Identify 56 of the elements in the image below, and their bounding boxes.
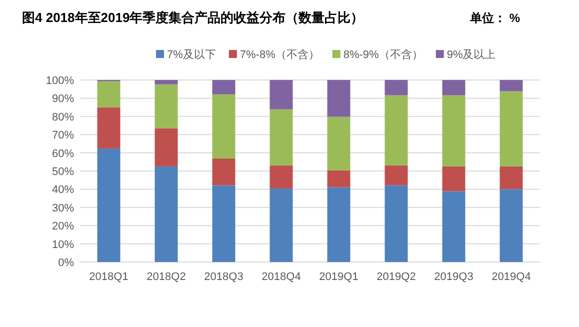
legend-label: 7%及以下 [167, 48, 216, 61]
bar [500, 189, 523, 262]
x-tick-label: 2019Q2 [376, 271, 416, 283]
bar [384, 166, 408, 186]
bar [442, 191, 466, 262]
y-tick-label: 20% [52, 220, 74, 233]
y-tick-label: 100% [46, 75, 74, 87]
bar [442, 166, 466, 192]
bar [442, 80, 466, 96]
bar [327, 80, 350, 117]
legend-label: 8%-9%（不含） [343, 48, 423, 61]
legend-label: 9%及以上 [446, 48, 496, 61]
bar [500, 91, 523, 166]
bar [154, 166, 178, 262]
y-tick-label: 60% [52, 148, 74, 160]
x-tick-label: 2019Q4 [492, 271, 531, 283]
bar [97, 107, 120, 148]
y-tick-label: 0% [58, 257, 74, 269]
bar [442, 95, 466, 166]
bar [384, 95, 408, 166]
y-tick-label: 40% [52, 184, 74, 196]
y-tick-label: 10% [52, 238, 74, 251]
bar [270, 166, 293, 188]
x-tick-label: 2018Q1 [89, 271, 128, 283]
y-tick-label: 80% [52, 111, 74, 124]
bar [500, 80, 523, 92]
x-tick-label: 2018Q2 [146, 271, 186, 283]
bar [270, 188, 293, 262]
text: 单位： % [468, 11, 520, 25]
bar [154, 84, 178, 128]
y-tick-label: 50% [52, 166, 74, 178]
bar [327, 116, 350, 170]
legend-label: 7%-8%（不含） [240, 48, 320, 61]
bar [212, 80, 236, 94]
bar [327, 170, 350, 188]
bar [212, 185, 236, 262]
bar [212, 158, 236, 186]
bar [154, 128, 178, 166]
bar [97, 148, 120, 262]
bar [270, 109, 293, 166]
bar [270, 80, 293, 110]
x-tick-label: 2018Q3 [204, 271, 244, 283]
bar [384, 185, 408, 262]
bar [212, 94, 236, 158]
bar [384, 80, 408, 96]
x-tick-label: 2019Q1 [319, 271, 358, 283]
y-tick-label: 30% [52, 202, 74, 214]
x-tick-label: 2019Q3 [434, 271, 474, 283]
y-tick-label: 70% [52, 130, 74, 142]
bar [500, 166, 523, 190]
bar [327, 187, 350, 262]
bar [154, 80, 178, 84]
bar [97, 81, 120, 108]
chart-title: 图4 2018年至2019年季度集合产品的收益分布（数量占比） [22, 10, 364, 25]
y-tick-label: 90% [52, 93, 74, 106]
x-tick-label: 2018Q4 [262, 271, 301, 283]
